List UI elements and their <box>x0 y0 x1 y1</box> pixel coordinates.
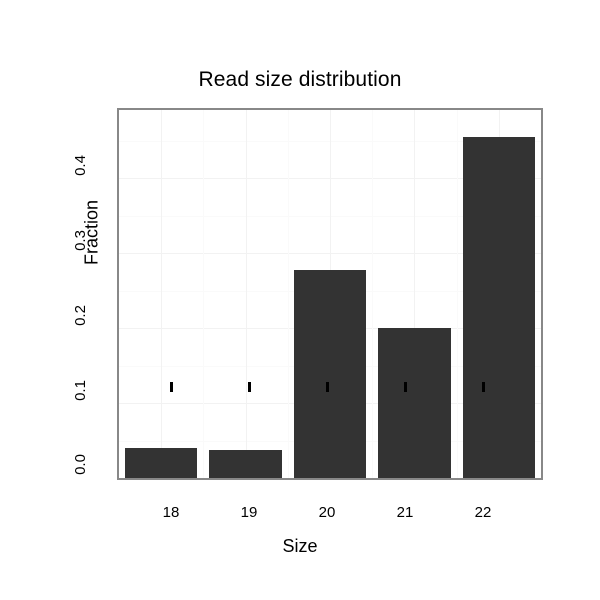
x-tick-label-3: 21 <box>396 504 414 521</box>
x-tick-label-2: 20 <box>318 504 336 521</box>
x-tick-label-0: 18 <box>162 504 180 521</box>
plot-area <box>119 110 541 478</box>
bar-19 <box>209 450 282 478</box>
bar-20 <box>293 270 367 478</box>
grid-minor-x <box>456 110 458 478</box>
x-tick-mark-3 <box>404 382 407 392</box>
grid-minor-x <box>287 110 289 478</box>
bar-22 <box>462 136 536 478</box>
grid-major-x <box>245 110 247 478</box>
y-tick-label-3: 0.3 <box>71 230 89 251</box>
x-tick-label-4: 22 <box>474 504 492 521</box>
bar-21 <box>378 328 451 478</box>
x-tick-label-1: 19 <box>240 504 258 521</box>
grid-major-x <box>414 110 416 478</box>
y-tick-label-4: 0.4 <box>71 155 89 176</box>
bar-18 <box>124 448 198 478</box>
chart-title: Read size distribution <box>198 68 402 91</box>
grid-minor-x <box>203 110 205 478</box>
x-tick-mark-2 <box>326 382 329 392</box>
x-axis-title: Size <box>282 536 318 556</box>
grid-major-x <box>161 110 163 478</box>
y-tick-label-0: 0.0 <box>71 454 89 475</box>
plot-panel <box>117 108 543 480</box>
y-tick-label-1: 0.1 <box>71 380 89 401</box>
y-tick-label-2: 0.2 <box>71 305 89 326</box>
x-tick-mark-1 <box>248 382 251 392</box>
x-tick-mark-0 <box>170 382 173 392</box>
grid-minor-x <box>372 110 374 478</box>
x-tick-mark-4 <box>482 382 485 392</box>
